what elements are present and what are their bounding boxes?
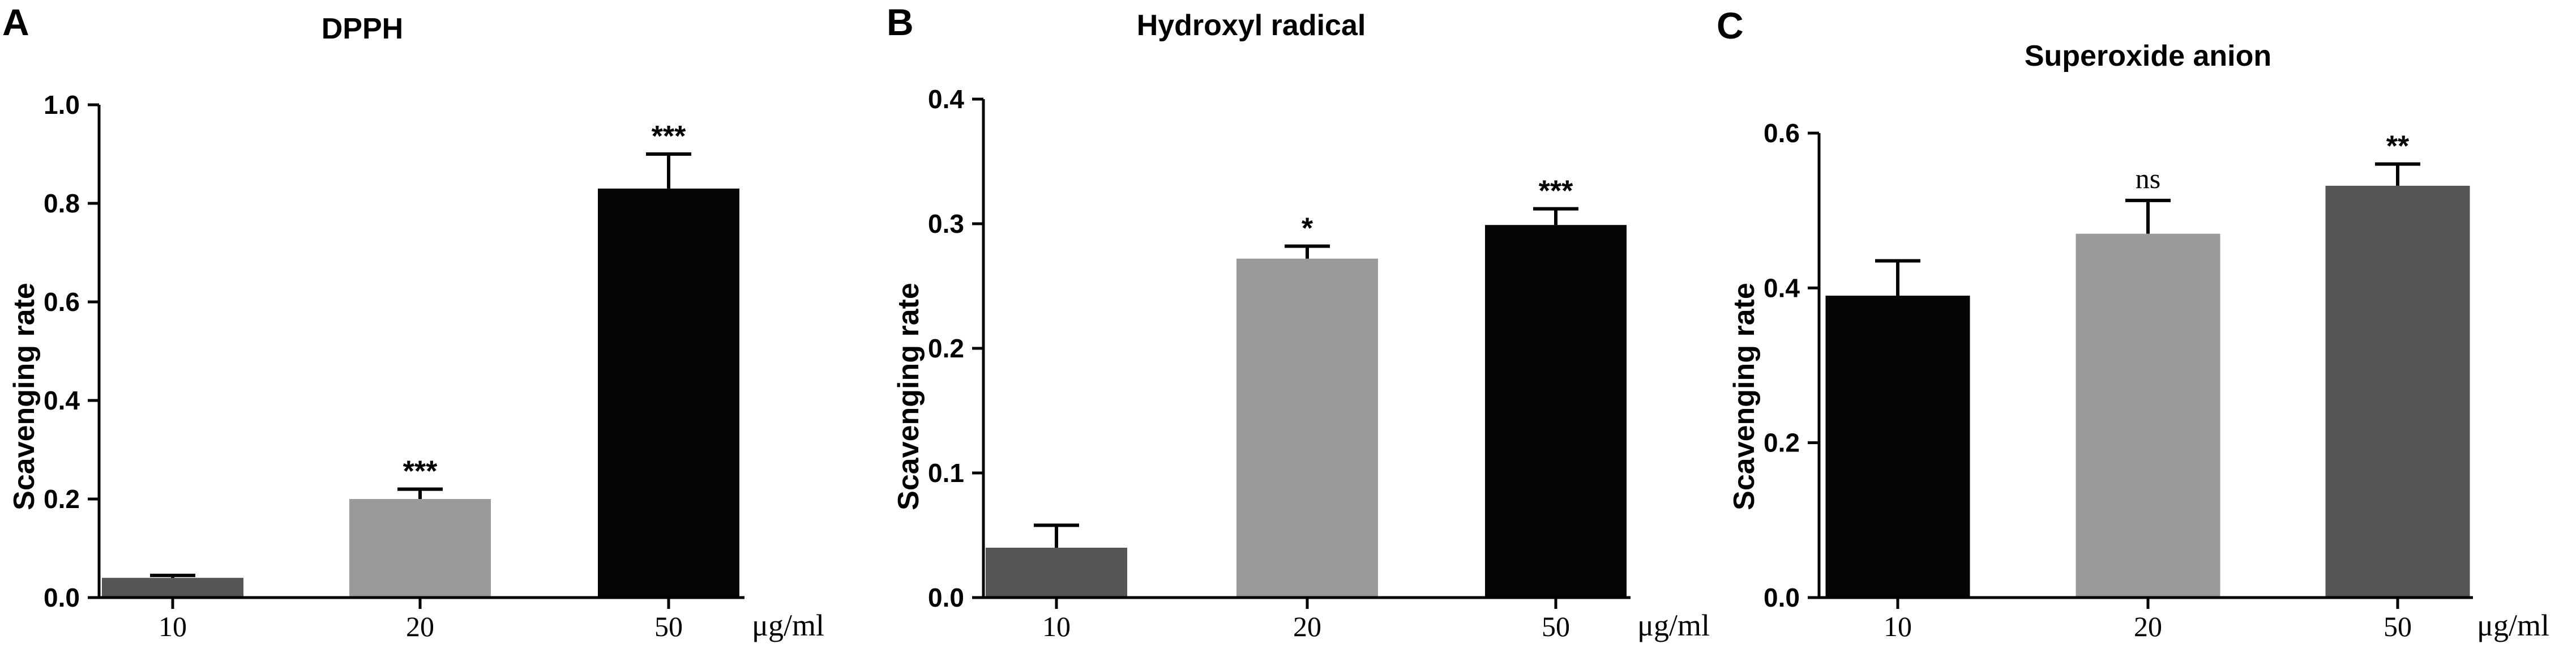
panel-letter-c: C	[1717, 5, 1744, 46]
panel-a-bars: *** ***	[102, 120, 739, 598]
panel-c-bar-10	[1825, 296, 1970, 598]
panel-c-y-tick-label: 0.4	[1764, 273, 1800, 302]
panel-a-significance-50: ***	[652, 120, 686, 153]
panel-a-bar-10	[102, 578, 243, 598]
panel-a-unit-label: μg/ml	[752, 608, 824, 642]
panel-c-y-tick-label: 0.2	[1764, 428, 1800, 458]
panel-a-y-tick-label: 0.6	[44, 287, 80, 317]
panel-c-error-bar-20	[2125, 198, 2171, 234]
panel-a-bar-50	[598, 188, 739, 598]
panel-b-bar-20	[1236, 258, 1378, 598]
panel-a-error-bar-10	[150, 573, 195, 578]
panel-c-y-tick-label: 0.6	[1764, 118, 1800, 148]
panel-b-error-bar-10	[1034, 523, 1079, 548]
panel-a-x-tick-label: 50	[654, 611, 683, 642]
panel-c-error-bar-50	[2375, 162, 2420, 186]
panel-b-y-tick-label: 0.4	[928, 84, 964, 114]
panel-b-bar-10	[986, 548, 1127, 598]
panel-b-y-tick-label: 0.0	[928, 583, 964, 612]
panel-b-bars: ****	[986, 175, 1627, 598]
panel-a-y-tick-label: 0.2	[44, 484, 80, 514]
panel-c-bar-50	[2325, 185, 2470, 598]
panel-b-x-tick-label: 20	[1293, 611, 1321, 642]
panel-b-title: Hydroxyl radical	[1137, 9, 1366, 42]
panel-a-title: DPPH	[322, 12, 403, 45]
panel-b-bar-50	[1485, 225, 1627, 598]
panel-letter-a: A	[2, 1, 29, 43]
panel-c-x-tick-label: 50	[2384, 611, 2412, 642]
panel-b-error-bar-20	[1285, 244, 1330, 259]
panel-c-title: Superoxide anion	[2025, 40, 2271, 73]
panel-c-x-tick-label: 10	[1884, 611, 1912, 642]
panel-b-y-tick-label: 0.3	[928, 209, 964, 238]
panel-b-y-axis-label: Scavenging rate	[892, 283, 925, 510]
panel-a-error-bar-20	[397, 487, 443, 499]
panel-b-significance-50: ***	[1539, 175, 1573, 208]
panel-a-y-tick-label: 0.0	[44, 583, 80, 612]
panel-a-x-tick-label: 10	[159, 611, 187, 642]
panel-a-significance-20: ***	[403, 455, 438, 488]
panel-c-bar-20	[2076, 233, 2220, 598]
panel-a-y-tick-label: 0.8	[44, 189, 80, 218]
panel-b-x-tick-label: 10	[1042, 611, 1071, 642]
panel-c-unit-label: μg/ml	[2477, 608, 2549, 642]
panel-c-axes: 0.0 0.2 0.4 0.6 10 20 50	[1764, 118, 2473, 642]
panel-c-bars: ns **	[1825, 130, 2470, 598]
panel-c-significance-50: **	[2386, 130, 2410, 163]
panel-c-y-axis-label: Scavenging rate	[1728, 283, 1761, 510]
panel-a-x-tick-label: 20	[406, 611, 434, 642]
panel-b-y-tick-label: 0.1	[928, 458, 964, 488]
panel-a-y-axis-label: Scavenging rate	[8, 283, 41, 510]
panel-a: A DPPH Scavenging rate ****** 0.00.20.40…	[2, 1, 824, 642]
panel-b-unit-label: μg/ml	[1637, 608, 1710, 642]
panel-c-significance-20: ns	[2136, 163, 2160, 194]
panel-b-axes: 0.0 0.1 0.2 0.3 0.4 10 20 50	[928, 84, 1631, 642]
panel-a-error-bar-50	[646, 152, 691, 189]
panel-c: C Superoxide anion Scavenging rate ns** …	[1717, 5, 2549, 642]
panel-c-y-tick-label: 0.0	[1764, 583, 1800, 612]
panel-a-axes: 0.0 0.2 0.4 0.6 0.8 1.0 10 20 50	[44, 90, 744, 642]
panel-a-y-tick-label: 0.4	[44, 386, 80, 415]
panel-a-bar-20	[349, 499, 491, 598]
panel-b-y-tick-label: 0.2	[928, 334, 964, 363]
panel-b-error-bar-50	[1533, 207, 1578, 225]
panel-a-y-tick-label: 1.0	[44, 90, 80, 120]
panel-letter-b: B	[887, 1, 914, 43]
panel-c-x-tick-label: 20	[2134, 611, 2162, 642]
panel-b-x-tick-label: 50	[1542, 611, 1570, 642]
panel-c-error-bar-10	[1875, 259, 1920, 296]
panel-b: B Hydroxyl radical Scavenging rate **** …	[887, 1, 1710, 642]
panel-b-significance-20: *	[1302, 212, 1313, 245]
